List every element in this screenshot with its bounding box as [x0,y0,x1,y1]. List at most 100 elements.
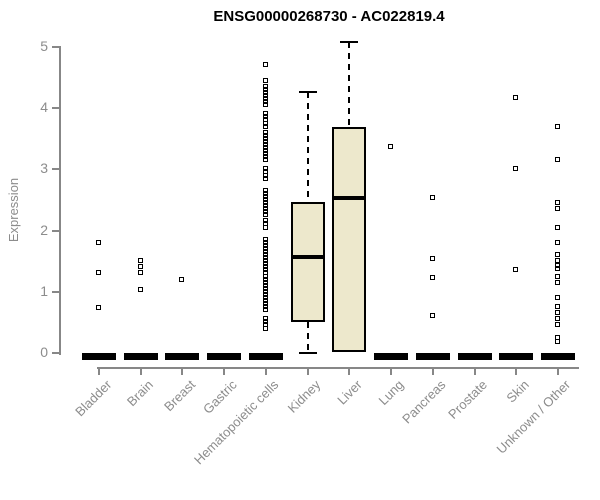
outlier-point [429,255,435,261]
outlier-point [262,111,268,117]
outlier-point [262,279,268,285]
outlier-point [262,322,268,328]
y-tick-label: 3 [40,160,48,177]
outlier-point [262,325,268,331]
whisker-cap-upper-kidney [298,90,317,93]
box-flat-unknown-other [540,353,575,360]
box-kidney [290,201,325,323]
outlier-point [554,265,560,271]
outlier-point [262,249,268,255]
outlier-point [262,301,268,307]
outlier-point [554,258,560,264]
outlier-point [262,135,268,141]
outlier-point [262,148,268,154]
y-tick-label: 2 [40,221,48,238]
box-flat-hematopoietic-cells [248,353,283,360]
x-tick-label-skin: Skin [503,377,532,406]
x-tick [306,369,309,375]
box-flat-pancreas [415,353,450,360]
outlier-point [513,267,519,273]
box-flat-brain [123,353,158,360]
box-flat-gastric [207,353,242,360]
outlier-point [262,282,268,288]
outlier-point [262,120,268,126]
outlier-point [554,310,560,316]
x-tick [473,369,476,375]
outlier-point [554,252,560,258]
outlier-point [262,273,268,279]
outlier-point [262,294,268,300]
outlier-point [262,123,268,129]
outlier-point [262,261,268,267]
outlier-point [262,138,268,144]
outlier-point [262,99,268,105]
outlier-point [96,270,101,276]
outlier-point [554,273,560,279]
outlier-point [262,169,268,175]
x-axis-line [97,367,579,369]
box-flat-prostate [457,353,492,360]
outlier-point [429,313,435,319]
outlier-point [137,270,143,276]
outlier-point [262,157,268,163]
x-tick [348,369,351,375]
median-line-liver [332,196,367,201]
outlier-point [262,270,268,276]
x-tick-label-breast: Breast [160,377,199,415]
whisker-cap-lower-kidney [298,352,317,354]
outlier-point [137,286,143,292]
outlier-point [262,141,268,147]
x-tick-label-kidney: Kidney [284,377,324,416]
outlier-point [262,89,268,95]
outlier-point [262,144,268,150]
outlier-point [554,316,560,322]
outlier-point [554,294,560,300]
outlier-point [96,239,101,245]
whisker-upper-kidney [306,91,309,202]
whisker-lower-kidney [306,322,309,353]
outlier-point [262,307,268,313]
outlier-point [262,154,268,160]
outlier-point [262,264,268,270]
outlier-point [262,242,268,248]
outlier-point [262,83,268,89]
outlier-point [262,86,268,92]
outlier-point [262,203,268,209]
outlier-point [262,288,268,294]
outlier-point [137,258,143,264]
x-tick [390,369,393,375]
outlier-point [262,236,268,242]
x-tick [556,369,559,375]
whisker-cap-upper-liver [340,41,359,44]
outlier-point [262,197,268,202]
y-tick [52,352,60,354]
y-tick [52,46,60,48]
y-tick [52,290,60,293]
y-tick [52,168,60,171]
outlier-point [554,123,560,129]
y-tick-label: 4 [40,99,48,116]
outlier-point [554,224,560,230]
outlier-point [388,143,394,149]
outlier-point [262,172,268,178]
outlier-point [137,264,143,270]
outlier-point [262,77,268,83]
outlier-point [262,316,268,322]
outlier-point [262,200,268,206]
outlier-point [262,218,268,224]
outlier-point [262,221,268,227]
y-tick [52,107,60,110]
y-tick [52,229,60,232]
outlier-point [262,129,268,135]
outlier-point [262,151,268,157]
outlier-point [262,62,268,68]
outlier-point [262,276,268,282]
x-tick [223,369,226,375]
y-axis-line [59,46,61,355]
x-tick-label-brain: Brain [124,377,157,410]
box-flat-skin [499,353,534,360]
outlier-point [262,187,268,193]
outlier-point [554,200,560,206]
y-tick-label: 0 [40,344,48,360]
outlier-point [554,322,560,328]
